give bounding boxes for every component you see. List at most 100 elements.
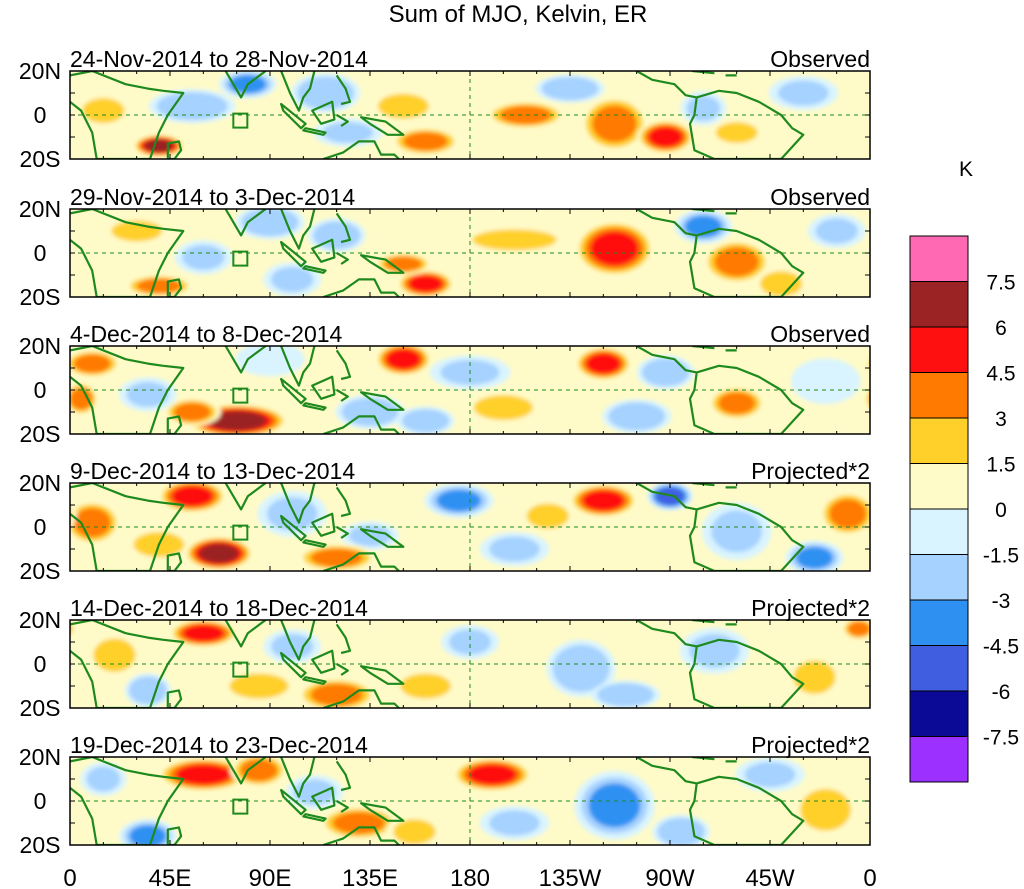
anomaly-contour xyxy=(795,546,833,569)
anomaly-contour xyxy=(866,390,870,408)
anomaly-contour xyxy=(182,624,224,642)
coastline xyxy=(224,209,267,237)
anomaly-contour xyxy=(247,211,293,234)
coastline xyxy=(322,826,400,845)
coastline xyxy=(335,623,352,676)
reference-box xyxy=(232,798,249,815)
coastlines xyxy=(70,757,805,845)
anomaly-contour xyxy=(386,348,421,370)
coastline xyxy=(636,71,697,99)
anomaly-contour xyxy=(969,400,1016,423)
anomaly-contour xyxy=(970,762,1024,787)
anomaly-contour xyxy=(472,229,557,251)
chart-title: Sum of MJO, Kelvin, ER xyxy=(389,1,648,28)
coastline xyxy=(322,689,400,708)
anomaly-contour xyxy=(829,499,867,529)
coastline xyxy=(636,620,697,648)
y-tick-label: 20N xyxy=(19,744,61,770)
anomaly-contour xyxy=(1007,411,1024,431)
anomaly-contour xyxy=(378,93,429,119)
colorbar-tick-label: 4.5 xyxy=(986,363,1015,386)
coastline xyxy=(688,364,805,434)
panel-kind-label: Observed xyxy=(770,321,870,347)
coastline xyxy=(166,552,183,571)
field-contours xyxy=(80,757,1024,853)
coastline xyxy=(302,265,327,274)
coastline xyxy=(224,483,267,511)
panel-date-range: 9-Dec-2014 to 13-Dec-2014 xyxy=(70,458,355,484)
x-tick-label: 45E xyxy=(149,865,192,889)
field-contours xyxy=(70,346,1024,434)
coastline xyxy=(166,826,183,845)
x-axis: 0 45E 90E 135E 180 135W 90W 45W 0 xyxy=(63,865,876,889)
anomaly-contour xyxy=(129,825,167,845)
coastline xyxy=(280,620,316,661)
anomaly-contour xyxy=(929,825,966,847)
anomaly-contour xyxy=(963,760,1024,790)
colorbar-swatch xyxy=(909,554,969,601)
anomaly-contour xyxy=(322,122,374,144)
y-tick-label: 0 xyxy=(34,240,47,266)
reference-box xyxy=(232,112,249,129)
anomaly-contour xyxy=(0,80,29,105)
colorbar-tick-label: -1.5 xyxy=(983,545,1019,568)
anomaly-contour xyxy=(582,490,624,511)
coastline xyxy=(688,638,805,708)
panel-ticks xyxy=(69,208,871,298)
x-tick-label: 0 xyxy=(63,865,76,889)
anomaly-contour xyxy=(436,489,482,512)
colorbar-swatch xyxy=(909,417,969,464)
anomaly-contour xyxy=(489,536,540,562)
colorbar-tick-label: 7.5 xyxy=(986,272,1015,295)
anomaly-contour xyxy=(711,510,763,553)
colorbar-swatch xyxy=(909,645,969,692)
reference-box xyxy=(232,387,249,404)
coastline xyxy=(224,71,267,99)
anomaly-contour xyxy=(933,134,985,157)
anomaly-contour xyxy=(86,766,121,792)
anomaly-contour xyxy=(1018,669,1024,703)
reference-box xyxy=(232,524,249,541)
anomaly-contour xyxy=(588,783,641,828)
anomaly-contour xyxy=(408,275,443,293)
anomaly-contour xyxy=(70,499,77,529)
panel-ticks xyxy=(69,482,871,572)
coastline xyxy=(636,757,697,785)
y-tick-label: 0 xyxy=(34,788,47,814)
anomaly-contour xyxy=(919,819,977,853)
anomaly-contour xyxy=(303,80,348,106)
anomaly-contour xyxy=(407,411,445,430)
anomaly-contour xyxy=(949,89,1024,123)
anomaly-contour xyxy=(847,621,870,637)
anomaly-contour xyxy=(207,411,267,431)
anomaly-contour xyxy=(126,381,169,407)
coastline xyxy=(688,775,805,845)
colorbar-tick-label: 0 xyxy=(995,499,1007,522)
x-tick-label: 45W xyxy=(745,865,795,889)
anomaly-contour xyxy=(82,98,125,124)
coastline xyxy=(280,71,316,112)
anomaly-contour xyxy=(175,764,231,785)
anomaly-contour xyxy=(662,820,700,843)
colorbar-swatch xyxy=(909,235,969,282)
y-tick-label: 0 xyxy=(34,514,47,540)
anomaly-contour xyxy=(558,650,604,687)
coastline xyxy=(302,539,327,548)
anomaly-contour xyxy=(70,622,74,635)
coastline xyxy=(280,209,316,250)
anomaly-contour xyxy=(448,629,492,655)
anomaly-contour xyxy=(173,402,211,422)
anomaly-contour xyxy=(547,79,593,98)
y-tick-label: 20S xyxy=(20,421,61,447)
field-contours xyxy=(70,620,1024,708)
anomaly-contour xyxy=(199,543,239,564)
colorbar-swatch xyxy=(909,736,969,783)
colorbar-tick-label: 6 xyxy=(995,317,1007,340)
anomaly-contour xyxy=(526,503,569,529)
map-panel: 20N 0 20S 19-Dec-2014 to 23-Dec-2014 Project… xyxy=(19,732,1024,858)
coastlines xyxy=(70,71,805,159)
anomaly-contour xyxy=(73,354,111,373)
anomaly-contour xyxy=(964,95,1020,117)
coastline xyxy=(335,349,352,402)
panel-date-range: 24-Nov-2014 to 28-Nov-2014 xyxy=(70,46,368,72)
